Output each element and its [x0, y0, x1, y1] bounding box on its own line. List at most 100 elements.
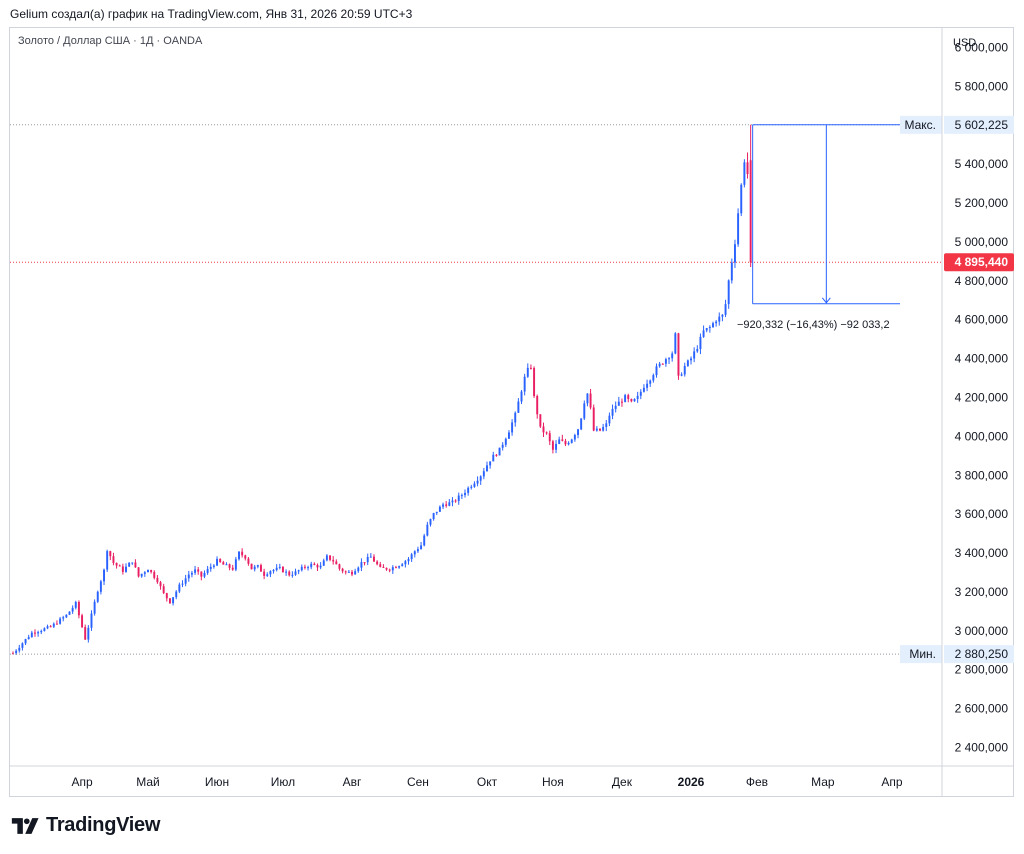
- time-tick-label: Окт: [477, 775, 498, 789]
- candle-body: [184, 578, 187, 584]
- candle-body: [21, 643, 24, 648]
- candle-body: [533, 368, 536, 397]
- candle-body: [507, 432, 510, 439]
- candle-body: [658, 363, 661, 367]
- candle-body: [605, 423, 608, 427]
- candle-body: [693, 351, 696, 359]
- candle-body: [253, 566, 256, 570]
- candle-body: [479, 476, 482, 481]
- candles-layer: [12, 124, 752, 655]
- tradingview-logo[interactable]: TradingView: [10, 814, 160, 837]
- candle-body: [297, 570, 300, 572]
- symbol-label[interactable]: Золото / Доллар США · 1Д · OANDA: [18, 35, 203, 47]
- candle-body: [486, 465, 488, 472]
- overlays-layer: Макс. 5 602,225 Мин. 2 880,250 4 895,440 −920…: [10, 115, 1014, 664]
- candle-body: [523, 376, 526, 392]
- candle-body: [391, 567, 394, 571]
- candle-body: [131, 562, 134, 564]
- candle-body: [143, 572, 146, 574]
- candle-body: [495, 454, 498, 456]
- candle-body: [398, 566, 401, 568]
- time-tick-label: Авг: [343, 775, 362, 789]
- candle-body: [81, 615, 84, 628]
- candle-body: [209, 566, 212, 569]
- candle-body: [256, 565, 259, 567]
- candle-body: [125, 566, 127, 572]
- time-axis: Апр Май Июн Июл Авг Сен Окт Ноя Дек 2026 Фев Мар Апр: [10, 765, 1013, 789]
- candle-body: [200, 571, 203, 577]
- candle-body: [407, 559, 410, 562]
- candle-body: [360, 562, 363, 568]
- candle-body: [548, 433, 551, 442]
- candle-body: [162, 586, 165, 594]
- candle-body: [545, 432, 548, 434]
- candle-body: [216, 558, 219, 566]
- candle-body: [429, 519, 432, 525]
- candle-body: [620, 401, 623, 403]
- candle-body: [178, 584, 181, 592]
- candle-body: [642, 387, 645, 392]
- time-tick-label: Мар: [811, 775, 835, 789]
- price-tick-label: 5 200,000: [955, 196, 1009, 210]
- candle-body: [165, 593, 168, 599]
- time-tick-label: Май: [136, 775, 160, 789]
- candle-body: [435, 511, 438, 514]
- candle-body: [260, 565, 262, 572]
- candle-body: [335, 561, 338, 565]
- candle-body: [749, 160, 752, 263]
- candle-body: [172, 597, 175, 604]
- candle-body: [168, 598, 171, 604]
- candle-body: [536, 396, 539, 415]
- candle-body: [467, 487, 470, 493]
- candle-body: [627, 395, 630, 400]
- candle-body: [99, 581, 102, 592]
- measure-label: −920,332 (−16,43%) −92 033,2: [737, 319, 890, 331]
- candle-body: [671, 353, 674, 359]
- candle-body: [423, 535, 426, 546]
- candle-body: [194, 569, 197, 573]
- candle-body: [514, 412, 517, 423]
- candle-body: [181, 583, 184, 585]
- time-tick-label: Сен: [407, 775, 429, 789]
- candle-body: [49, 626, 52, 628]
- candle-body: [369, 556, 372, 558]
- candle-body: [106, 551, 109, 570]
- candle-body: [373, 556, 375, 562]
- candle-body: [743, 162, 746, 185]
- candle-body: [690, 358, 692, 361]
- max-label-bg: [900, 115, 942, 134]
- time-tick-label: Июн: [205, 775, 229, 789]
- candle-body: [247, 558, 250, 564]
- candle-body: [680, 374, 683, 376]
- candle-body: [451, 500, 454, 503]
- candle-body: [737, 213, 740, 245]
- time-tick-label: Апр: [881, 775, 903, 789]
- candle-body: [677, 333, 680, 376]
- candle-body: [52, 623, 55, 627]
- candle-body: [37, 632, 40, 634]
- candle-body: [90, 613, 93, 628]
- price-tick-label: 2 400,000: [955, 741, 1009, 755]
- candle-body: [526, 367, 529, 377]
- candle-body: [683, 365, 686, 375]
- candle-body: [118, 565, 121, 567]
- candle-body: [555, 443, 558, 450]
- candle-body: [59, 618, 62, 624]
- candle-body: [438, 506, 441, 512]
- candle-body: [109, 551, 112, 557]
- candle-body: [329, 555, 332, 560]
- candle-body: [410, 554, 413, 560]
- candle-body: [482, 471, 485, 477]
- candle-body: [589, 393, 592, 408]
- candle-body: [432, 513, 435, 520]
- candle-body: [307, 567, 310, 569]
- candle-body: [464, 492, 466, 496]
- candle-body: [646, 383, 649, 388]
- candle-body: [263, 571, 266, 576]
- candle-body: [580, 418, 583, 430]
- candle-body: [65, 614, 68, 618]
- candle-body: [420, 545, 423, 550]
- candle-body: [636, 395, 639, 399]
- candle-body: [322, 560, 325, 566]
